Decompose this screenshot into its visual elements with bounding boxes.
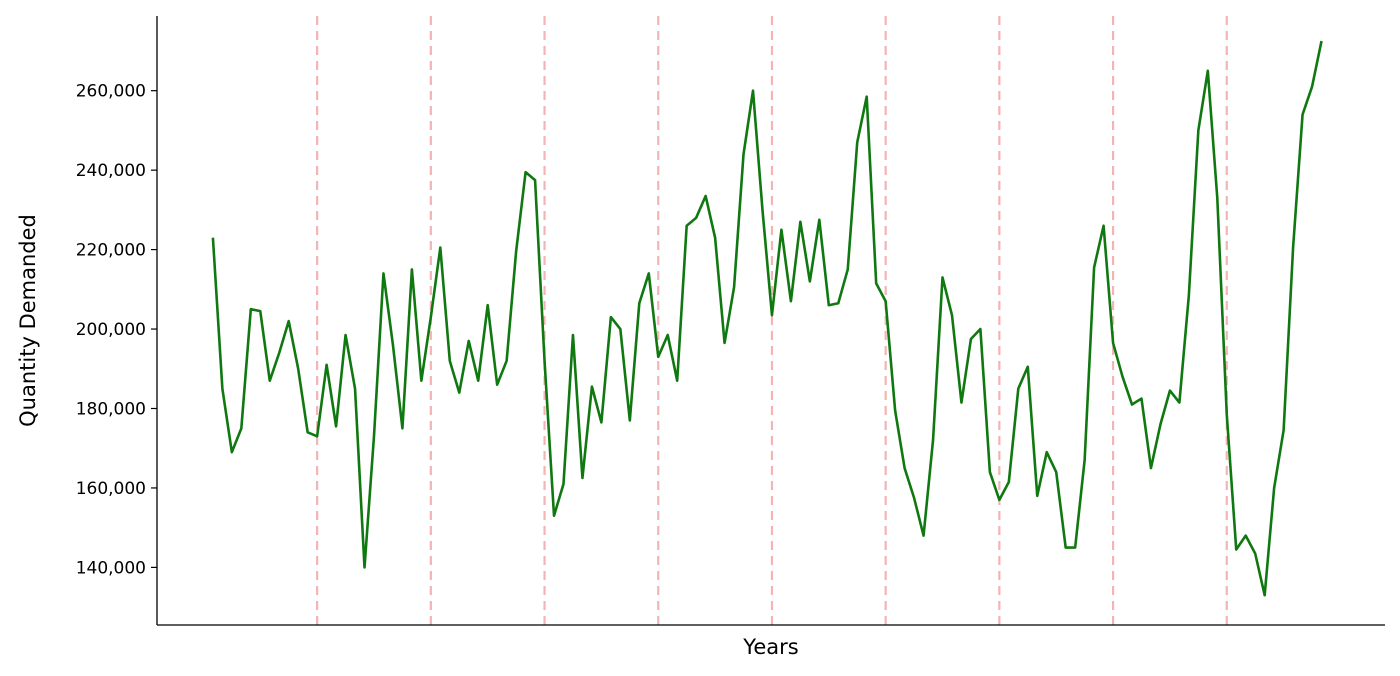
y-tick-label: 180,000 xyxy=(76,399,146,419)
y-axis-ticks: 140,000 160,000 180,000 200,000 220,000 240,0… xyxy=(76,82,157,578)
axes xyxy=(156,16,1385,626)
y-tick-label: 220,000 xyxy=(76,241,146,261)
y-axis-title: Quantity Demanded xyxy=(16,214,40,427)
y-tick-label: 140,000 xyxy=(76,558,146,578)
series-line-1 xyxy=(211,40,1323,597)
y-tick-label: 260,000 xyxy=(76,82,146,102)
x-axis-title: Years xyxy=(742,635,798,659)
y-tick-label: 160,000 xyxy=(76,479,146,499)
y-tick-label: 240,000 xyxy=(76,161,146,181)
y-tick-label: 200,000 xyxy=(76,320,146,340)
series-layer xyxy=(211,40,1323,597)
